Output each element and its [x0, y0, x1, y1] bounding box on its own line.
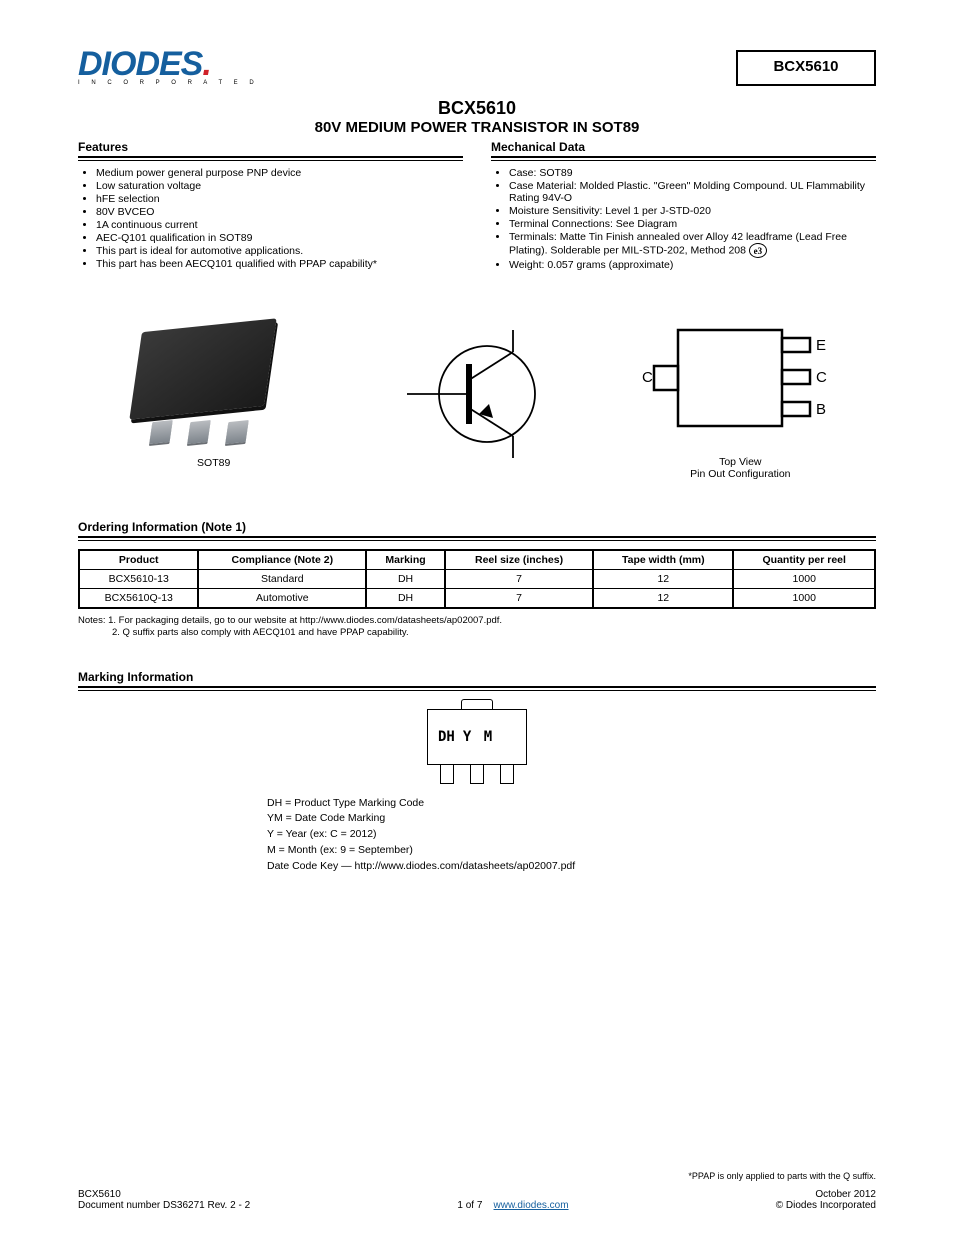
mech-item: Moisture Sensitivity: Level 1 per J-STD-… — [509, 205, 876, 217]
pin-e: E — [816, 337, 826, 354]
pin-b: B — [816, 401, 826, 418]
table-cell: DH — [366, 570, 445, 589]
page-footer: *PPAP is only applied to parts with the … — [78, 1171, 876, 1211]
pin-c: C — [816, 369, 827, 386]
table-cell: DH — [366, 589, 445, 609]
marking-package: DH Y M — [427, 709, 527, 765]
feature-item: This part is ideal for automotive applic… — [96, 245, 463, 257]
marking-line: Date Code Key — http://www.diodes.com/da… — [267, 859, 687, 875]
ordering-table: Product Compliance (Note 2) Marking Reel… — [78, 549, 876, 609]
feature-item: 1A continuous current — [96, 219, 463, 231]
transistor-symbol — [407, 324, 547, 464]
table-cell: 7 — [445, 589, 593, 609]
table-cell: BCX5610-13 — [79, 570, 198, 589]
ordering-heading: Ordering Information (Note 1) — [78, 520, 876, 536]
part-number-box: BCX5610 — [736, 50, 876, 86]
feature-item: AEC-Q101 qualification in SOT89 — [96, 232, 463, 244]
mech-item: Terminal Connections: See Diagram — [509, 218, 876, 230]
pinout-title: Top View — [690, 456, 790, 468]
pinout-diagram: C E C B — [640, 308, 840, 448]
pkg-caption: SOT89 — [197, 457, 230, 469]
table-cell: Automotive — [198, 589, 366, 609]
marking-line: M = Month (ex: 9 = September) — [267, 843, 687, 859]
feature-item: This part has been AECQ101 qualified wit… — [96, 258, 463, 270]
table-cell: 1000 — [733, 570, 875, 589]
col-tape: Tape width (mm) — [593, 550, 733, 570]
footer-copyright: © Diodes Incorporated — [776, 1200, 876, 1211]
marking-code: DH — [438, 729, 455, 745]
mech-heading: Mechanical Data — [491, 140, 876, 156]
mech-item: Case Material: Molded Plastic. "Green" M… — [509, 180, 876, 204]
brand-logo: DIODES. I N C O R P O R A T E D — [78, 50, 259, 86]
marking-ym: Y M — [463, 729, 494, 745]
table-cell: 12 — [593, 589, 733, 609]
mech-item: Weight: 0.057 grams (approximate) — [509, 259, 876, 271]
mech-item: Case: SOT89 — [509, 167, 876, 179]
col-qty: Quantity per reel — [733, 550, 875, 570]
col-compliance: Compliance (Note 2) — [198, 550, 366, 570]
footer-docnum: Document number DS36271 Rev. 2 - 2 — [78, 1200, 250, 1211]
marking-heading: Marking Information — [78, 670, 876, 686]
marking-line: YM = Date Code Marking — [267, 811, 687, 827]
feature-item: Low saturation voltage — [96, 180, 463, 192]
footer-part: BCX5610 — [78, 1189, 121, 1200]
ppap-note: *PPAP is only applied to parts with the … — [78, 1171, 876, 1181]
pinout-sub: Pin Out Configuration — [690, 468, 790, 480]
note-2: 2. Q suffix parts also comply with AECQ1… — [78, 627, 876, 639]
marking-line: Y = Year (ex: C = 2012) — [267, 827, 687, 843]
page-title-1: BCX5610 — [78, 98, 876, 119]
feature-item: Medium power general purpose PNP device — [96, 167, 463, 179]
col-product: Product — [79, 550, 198, 570]
footer-date: October 2012 — [815, 1189, 876, 1200]
table-cell: BCX5610Q-13 — [79, 589, 198, 609]
col-marking: Marking — [366, 550, 445, 570]
package-photo — [129, 319, 299, 449]
footer-link[interactable]: www.diodes.com — [494, 1200, 569, 1211]
e3-icon: e3 — [749, 243, 767, 258]
pin-c-left: C — [642, 369, 653, 386]
part-number: BCX5610 — [773, 58, 838, 75]
feature-item: 80V BVCEO — [96, 206, 463, 218]
table-cell: 12 — [593, 570, 733, 589]
table-cell: 1000 — [733, 589, 875, 609]
table-cell: Standard — [198, 570, 366, 589]
footer-pagenum: 1 of 7 — [457, 1200, 482, 1211]
feature-item: hFE selection — [96, 193, 463, 205]
features-heading: Features — [78, 140, 463, 156]
logo-main: DIODES — [78, 45, 202, 83]
note-1: Notes: 1. For packaging details, go to o… — [78, 615, 876, 627]
table-cell: 7 — [445, 570, 593, 589]
page-title-2: 80V MEDIUM POWER TRANSISTOR IN SOT89 — [78, 119, 876, 136]
marking-line: DH = Product Type Marking Code — [267, 796, 687, 812]
col-reel: Reel size (inches) — [445, 550, 593, 570]
logo-sub: I N C O R P O R A T E D — [78, 81, 259, 86]
mech-item: Terminals: Matte Tin Finish annealed ove… — [509, 231, 876, 258]
